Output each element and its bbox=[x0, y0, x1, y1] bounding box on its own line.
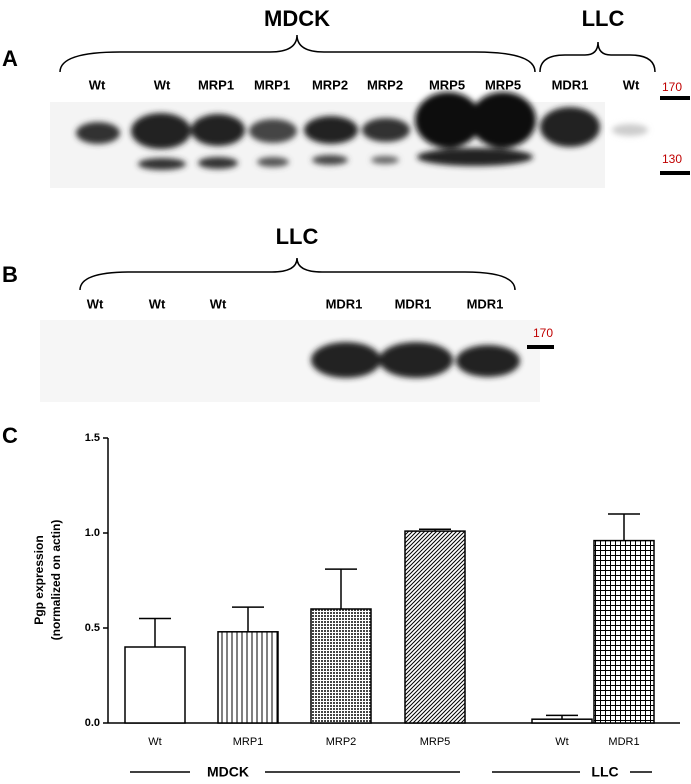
bar bbox=[310, 608, 372, 724]
lane-label: MDR1 bbox=[467, 296, 504, 311]
y-axis-label-line: (normalized on actin) bbox=[49, 520, 63, 641]
lane-label: Wt bbox=[210, 296, 227, 311]
marker-bar bbox=[660, 96, 690, 100]
lane-label: MDR1 bbox=[552, 77, 589, 92]
bands bbox=[76, 92, 648, 170]
group-label: LLC bbox=[276, 224, 319, 249]
group-label: LLC bbox=[591, 764, 618, 780]
brace bbox=[539, 41, 656, 73]
x-tick-label: Wt bbox=[148, 736, 161, 748]
lane-label: MRP2 bbox=[367, 77, 403, 92]
lane-label: MRP5 bbox=[429, 77, 465, 92]
x-tick-label: MRP1 bbox=[233, 736, 264, 748]
y-tick-label: 0.5 bbox=[85, 622, 100, 634]
y-tick-label: 1.0 bbox=[85, 527, 100, 539]
bar bbox=[531, 718, 593, 724]
lane-label: MRP1 bbox=[254, 77, 290, 92]
marker-label: 170 bbox=[662, 80, 682, 94]
panel-letter: B bbox=[2, 262, 18, 287]
brace bbox=[79, 257, 516, 291]
bar bbox=[124, 646, 186, 724]
bar bbox=[217, 631, 279, 724]
group-label: LLC bbox=[582, 6, 625, 31]
y-tick-label: 1.5 bbox=[85, 432, 100, 444]
x-tick-label: MRP5 bbox=[420, 736, 451, 748]
lane-label: MRP2 bbox=[312, 77, 348, 92]
lane-label: MDR1 bbox=[395, 296, 432, 311]
x-tick-label: MRP2 bbox=[326, 736, 357, 748]
lane-label: MRP5 bbox=[485, 77, 521, 92]
marker-bar bbox=[660, 171, 690, 175]
brace bbox=[59, 34, 536, 73]
marker-label: 170 bbox=[533, 326, 553, 340]
lane-label: Wt bbox=[89, 77, 106, 92]
bar bbox=[404, 530, 466, 724]
bands bbox=[311, 342, 520, 378]
marker-label: 130 bbox=[662, 152, 682, 166]
lane-label: Wt bbox=[87, 296, 104, 311]
panel-letter: A bbox=[2, 46, 18, 71]
lane-label: Wt bbox=[154, 77, 171, 92]
bar bbox=[593, 539, 655, 724]
lane-label: Wt bbox=[623, 77, 640, 92]
lane-label: MDR1 bbox=[326, 296, 363, 311]
group-label: MDCK bbox=[264, 6, 330, 31]
y-axis-label: Pgp expression (normalized on actin) bbox=[32, 520, 63, 641]
group-label: MDCK bbox=[207, 764, 249, 780]
x-tick-label: Wt bbox=[555, 736, 568, 748]
x-tick-label: MDR1 bbox=[608, 736, 639, 748]
lane-label: Wt bbox=[149, 296, 166, 311]
y-tick-label: 0.0 bbox=[85, 717, 100, 729]
lane-label: MRP1 bbox=[198, 77, 234, 92]
panel-letter: C bbox=[2, 423, 18, 448]
marker-bar bbox=[527, 345, 554, 349]
y-axis-label-line: Pgp expression bbox=[32, 535, 46, 624]
